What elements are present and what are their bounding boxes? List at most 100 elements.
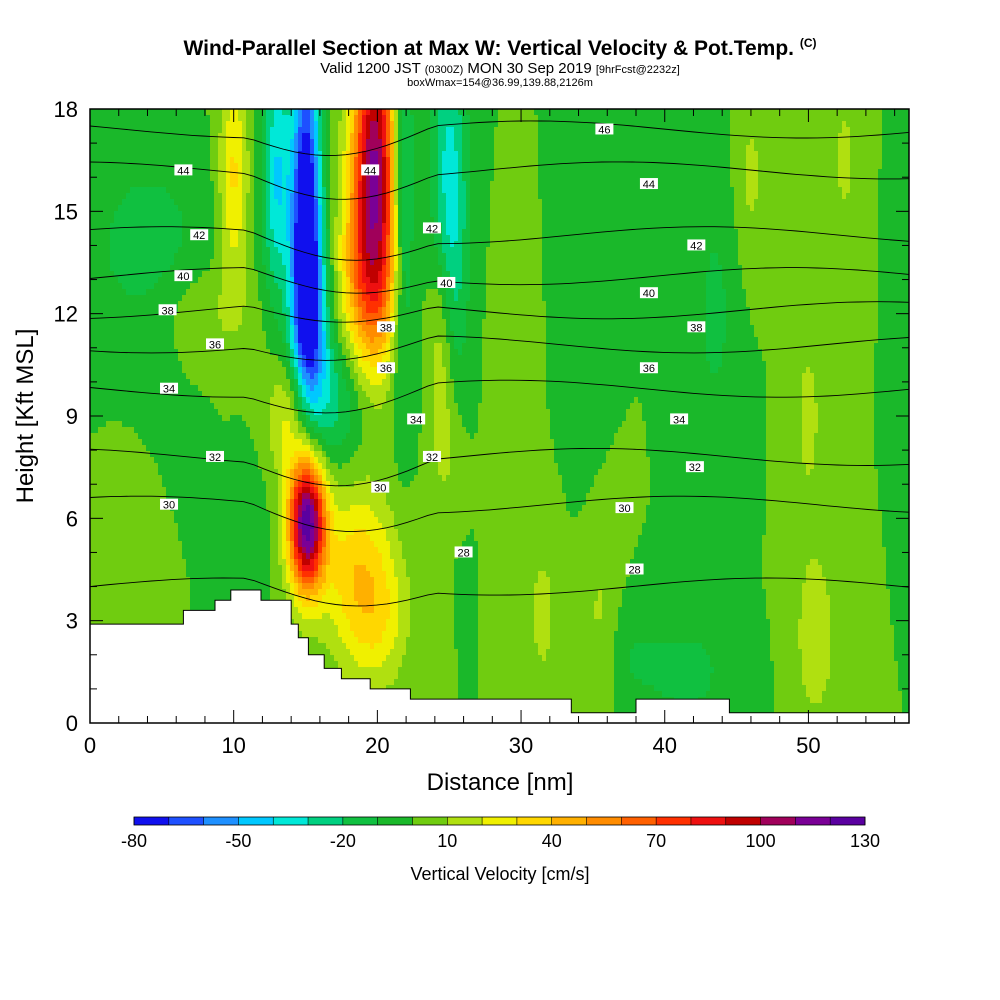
velocity-cell: [582, 145, 587, 152]
velocity-cell: [326, 151, 331, 158]
velocity-cell: [874, 247, 879, 254]
velocity-cell: [134, 145, 139, 152]
velocity-cell: [826, 187, 831, 194]
velocity-cell: [90, 181, 95, 188]
velocity-cell: [382, 229, 387, 236]
velocity-cell: [222, 193, 227, 200]
velocity-cell: [330, 193, 335, 200]
velocity-cell: [818, 157, 823, 164]
velocity-cell: [746, 247, 751, 254]
velocity-cell: [170, 247, 175, 254]
velocity-cell: [690, 235, 695, 242]
velocity-cell: [842, 187, 847, 194]
velocity-cell: [150, 181, 155, 188]
velocity-cell: [418, 181, 423, 188]
velocity-cell: [714, 121, 719, 128]
velocity-cell: [638, 241, 643, 248]
velocity-cell: [322, 151, 327, 158]
velocity-cell: [90, 205, 95, 212]
velocity-cell: [530, 169, 535, 176]
velocity-cell: [310, 181, 315, 188]
velocity-cell: [122, 241, 127, 248]
velocity-cell: [746, 151, 751, 158]
velocity-cell: [622, 229, 627, 236]
velocity-cell: [686, 205, 691, 212]
velocity-cell: [758, 175, 763, 182]
velocity-cell: [814, 115, 819, 122]
velocity-cell: [94, 139, 99, 146]
velocity-cell: [278, 211, 283, 218]
velocity-cell: [266, 229, 271, 236]
velocity-cell: [438, 121, 443, 128]
velocity-cell: [394, 223, 399, 230]
velocity-cell: [194, 205, 199, 212]
velocity-cell: [670, 211, 675, 218]
velocity-cell: [578, 175, 583, 182]
velocity-cell: [442, 199, 447, 206]
velocity-cell: [770, 145, 775, 152]
velocity-cell: [462, 145, 467, 152]
velocity-cell: [570, 145, 575, 152]
velocity-cell: [498, 121, 503, 128]
velocity-cell: [882, 205, 887, 212]
velocity-cell: [898, 109, 903, 116]
velocity-cell: [282, 133, 287, 140]
velocity-cell: [398, 217, 403, 224]
velocity-cell: [158, 115, 163, 122]
velocity-cell: [654, 193, 659, 200]
velocity-cell: [246, 157, 251, 164]
velocity-cell: [726, 241, 731, 248]
velocity-cell: [546, 139, 551, 146]
velocity-cell: [446, 127, 451, 134]
velocity-cell: [278, 193, 283, 200]
velocity-cell: [766, 187, 771, 194]
velocity-cell: [254, 205, 259, 212]
velocity-cell: [294, 175, 299, 182]
velocity-cell: [850, 163, 855, 170]
velocity-cell: [142, 193, 147, 200]
velocity-cell: [690, 217, 695, 224]
velocity-cell: [854, 127, 859, 134]
velocity-cell: [618, 205, 623, 212]
velocity-cell: [738, 175, 743, 182]
velocity-cell: [482, 223, 487, 230]
velocity-cell: [434, 115, 439, 122]
velocity-cell: [754, 121, 759, 128]
velocity-cell: [734, 109, 739, 116]
velocity-cell: [298, 121, 303, 128]
velocity-cell: [378, 217, 383, 224]
velocity-cell: [598, 199, 603, 206]
velocity-cell: [386, 139, 391, 146]
velocity-cell: [202, 127, 207, 134]
velocity-cell: [818, 121, 823, 128]
velocity-cell: [806, 199, 811, 206]
velocity-cell: [690, 193, 695, 200]
velocity-cell: [530, 235, 535, 242]
velocity-cell: [894, 163, 899, 170]
velocity-cell: [894, 109, 899, 116]
velocity-cell: [302, 169, 307, 176]
velocity-cell: [362, 193, 367, 200]
velocity-cell: [726, 193, 731, 200]
velocity-cell: [842, 205, 847, 212]
velocity-cell: [614, 157, 619, 164]
velocity-cell: [558, 127, 563, 134]
velocity-cell: [314, 163, 319, 170]
velocity-cell: [830, 163, 835, 170]
velocity-cell: [550, 169, 555, 176]
velocity-cell: [446, 115, 451, 122]
velocity-cell: [406, 139, 411, 146]
velocity-cell: [234, 127, 239, 134]
velocity-cell: [498, 181, 503, 188]
velocity-cell: [222, 241, 227, 248]
velocity-cell: [122, 145, 127, 152]
velocity-cell: [882, 175, 887, 182]
velocity-cell: [830, 241, 835, 248]
velocity-cell: [882, 151, 887, 158]
velocity-cell: [582, 121, 587, 128]
velocity-cell: [242, 133, 247, 140]
velocity-cell: [842, 235, 847, 242]
velocity-cell: [90, 247, 95, 254]
velocity-cell: [410, 109, 415, 116]
velocity-cell: [850, 151, 855, 158]
